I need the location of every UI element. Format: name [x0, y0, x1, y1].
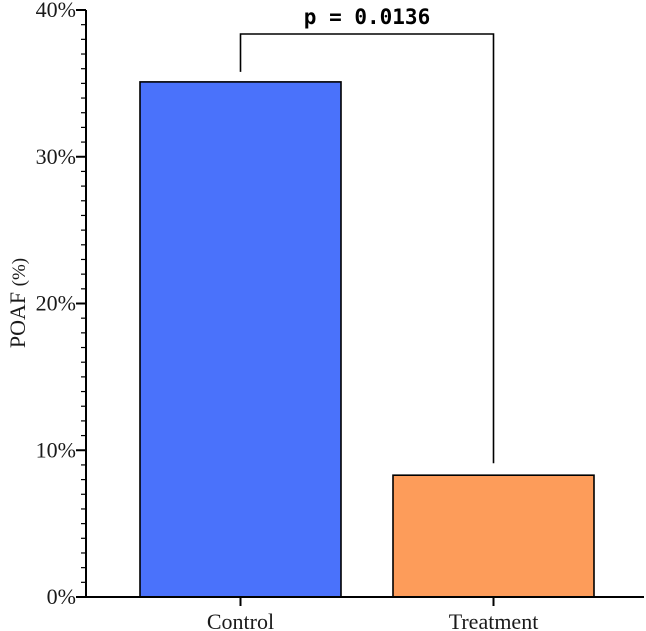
y-tick-label: 20%: [36, 291, 76, 316]
bar-control: [139, 81, 342, 598]
y-axis-title: POAF (%): [5, 258, 30, 348]
y-tick-label: 10%: [36, 437, 76, 462]
x-tick-label: Control: [207, 609, 274, 631]
y-tick-label: 40%: [36, 0, 76, 22]
x-tick-label: Treatment: [449, 609, 539, 631]
significance-bracket: [239, 33, 495, 464]
y-major-ticks: [76, 9, 86, 598]
p-value-annotation: p = 0.0136: [304, 5, 430, 29]
bars: [139, 81, 595, 598]
y-tick-labels: 0% 10% 20% 30% 40%: [36, 0, 76, 609]
x-ticks: [239, 597, 495, 606]
x-tick-labels: Control Treatment: [207, 609, 538, 631]
y-tick-label: 30%: [36, 144, 76, 169]
bar-treatment: [392, 474, 595, 598]
y-tick-label: 0%: [47, 584, 76, 609]
